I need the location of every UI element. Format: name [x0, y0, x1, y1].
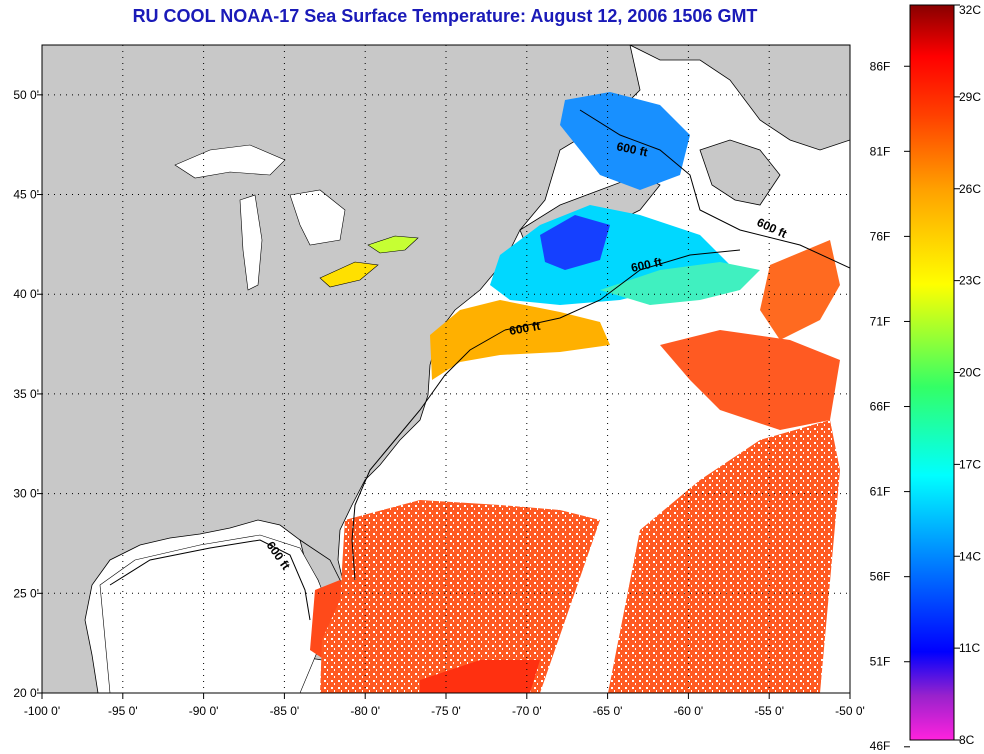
lon-tick-label: -50 0'	[835, 704, 865, 718]
colorbar-f-label: 71F	[870, 314, 891, 328]
colorbar-c-label: 14C	[959, 549, 981, 563]
sst-southern-swath-east	[608, 420, 840, 693]
sst-southern-swath	[320, 500, 600, 693]
map-plot-area: 600 ft 600 ft 600 ft 600 ft 600 ft	[42, 45, 850, 693]
lon-tick-label: -60 0'	[674, 704, 704, 718]
map-title: RU COOL NOAA-17 Sea Surface Temperature:…	[132, 6, 758, 26]
land-maritimes	[629, 45, 850, 151]
sst-gulf-stream-east	[760, 240, 840, 340]
colorbar-labels: 32C 29C 26C 23C 20C 17C 14C 11C 8C 86F 81F 76F 71F 66…	[870, 3, 982, 753]
contour-label: 600 ft	[615, 139, 649, 159]
colorbar-f-label: 76F	[870, 229, 891, 243]
lat-tick-label: 25 0'	[13, 586, 39, 600]
lon-tick-label: -100 0'	[24, 704, 60, 718]
lon-tick-label: -90 0'	[189, 704, 219, 718]
lat-tick-label: 45 0'	[13, 188, 39, 202]
lon-tick-label: -75 0'	[431, 704, 461, 718]
land-newfoundland	[699, 139, 781, 206]
axis-ticks: -100 0' -95 0' -90 0' -85 0' -80 0' -75 0' -70…	[13, 88, 864, 718]
sst-cold-core	[540, 215, 610, 270]
colorbar-f-label: 86F	[870, 59, 891, 73]
lon-tick-label: -55 0'	[754, 704, 784, 718]
graticule	[42, 45, 850, 693]
lat-tick-label: 35 0'	[13, 387, 39, 401]
colorbar-c-label: 29C	[959, 90, 981, 104]
colorbar-c-label: 11C	[959, 641, 980, 655]
isobath-600ft	[579, 109, 850, 269]
contour-label: 600 ft	[508, 319, 541, 338]
gulf-of-mexico	[99, 534, 331, 693]
colorbar-f-label: 81F	[870, 144, 891, 158]
great-lake-erie	[319, 261, 379, 288]
isobath-600ft-gulf	[109, 539, 311, 621]
great-lake-superior	[174, 144, 286, 179]
colorbar-c-label: 32C	[959, 3, 981, 17]
sst-gulf-of-st-lawrence	[560, 92, 690, 190]
colorbar-f-label: 61F	[870, 485, 891, 499]
colorbar-f-label: 46F	[870, 739, 891, 753]
colorbar-c-label: 8C	[959, 733, 975, 747]
sst-mid-atlantic-shelf	[430, 300, 610, 380]
lon-tick-label: -65 0'	[593, 704, 623, 718]
colorbar-f-label: 56F	[870, 570, 891, 584]
isobath-600ft-coast	[351, 329, 506, 581]
sst-gulf-stream-patch	[660, 330, 840, 430]
colorbar-f-label: 51F	[870, 655, 891, 669]
lon-tick-label: -95 0'	[108, 704, 138, 718]
colorbar-f-label: 66F	[870, 400, 891, 414]
lon-tick-label: -80 0'	[350, 704, 380, 718]
colorbar-c-label: 26C	[959, 182, 981, 196]
great-lake-michigan	[239, 194, 263, 291]
isobath-600ft-shelf	[504, 249, 741, 331]
lon-tick-label: -70 0'	[512, 704, 542, 718]
lat-tick-label: 20 0'	[13, 686, 39, 700]
lat-tick-label: 40 0'	[13, 287, 39, 301]
great-lake-huron	[289, 189, 346, 246]
colorbar-c-label: 17C	[959, 457, 981, 471]
sst-caribbean	[420, 660, 540, 693]
colorbar-c-label: 23C	[959, 274, 981, 288]
lon-tick-label: -85 0'	[270, 704, 300, 718]
colorbar-c-label: 20C	[959, 366, 981, 380]
colorbar	[909, 4, 955, 741]
lat-tick-label: 50 0'	[13, 88, 39, 102]
lat-tick-label: 30 0'	[13, 487, 39, 501]
contour-label: 600 ft	[630, 255, 664, 275]
land-north-america	[42, 45, 641, 693]
great-lake-ontario	[367, 235, 419, 254]
